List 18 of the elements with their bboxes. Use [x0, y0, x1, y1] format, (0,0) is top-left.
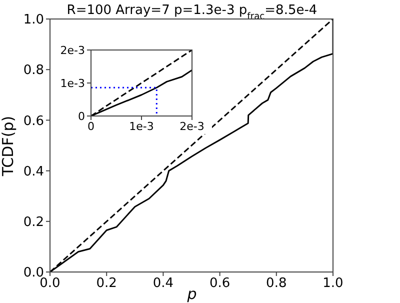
y-tick-label: 1e-3	[60, 76, 85, 90]
y-tick-label: 0.2	[23, 215, 44, 230]
x-axis-title: p	[186, 285, 197, 303]
y-tick-label: 0.8	[23, 63, 44, 78]
y-tick-label: 0	[78, 110, 85, 123]
y-tick-label: 0.4	[23, 164, 44, 180]
y-axis-title: TCDF(p)	[0, 116, 17, 178]
x-tick-label: 0	[88, 120, 94, 133]
x-tick-label: 0.0	[40, 276, 60, 292]
x-tick-label: 1e-3	[129, 120, 154, 133]
x-tick-label: 0.4	[152, 276, 174, 292]
y-tick-label: 2e-3	[60, 44, 85, 57]
x-tick-label: 2e-3	[180, 120, 204, 133]
x-tick-label: 0.8	[266, 276, 287, 292]
x-tick-label: 1.0	[322, 276, 344, 292]
y-tick-label: 1.0	[23, 12, 44, 28]
x-tick-label: 0.2	[96, 276, 117, 292]
x-tick-label: 0.6	[209, 276, 230, 292]
